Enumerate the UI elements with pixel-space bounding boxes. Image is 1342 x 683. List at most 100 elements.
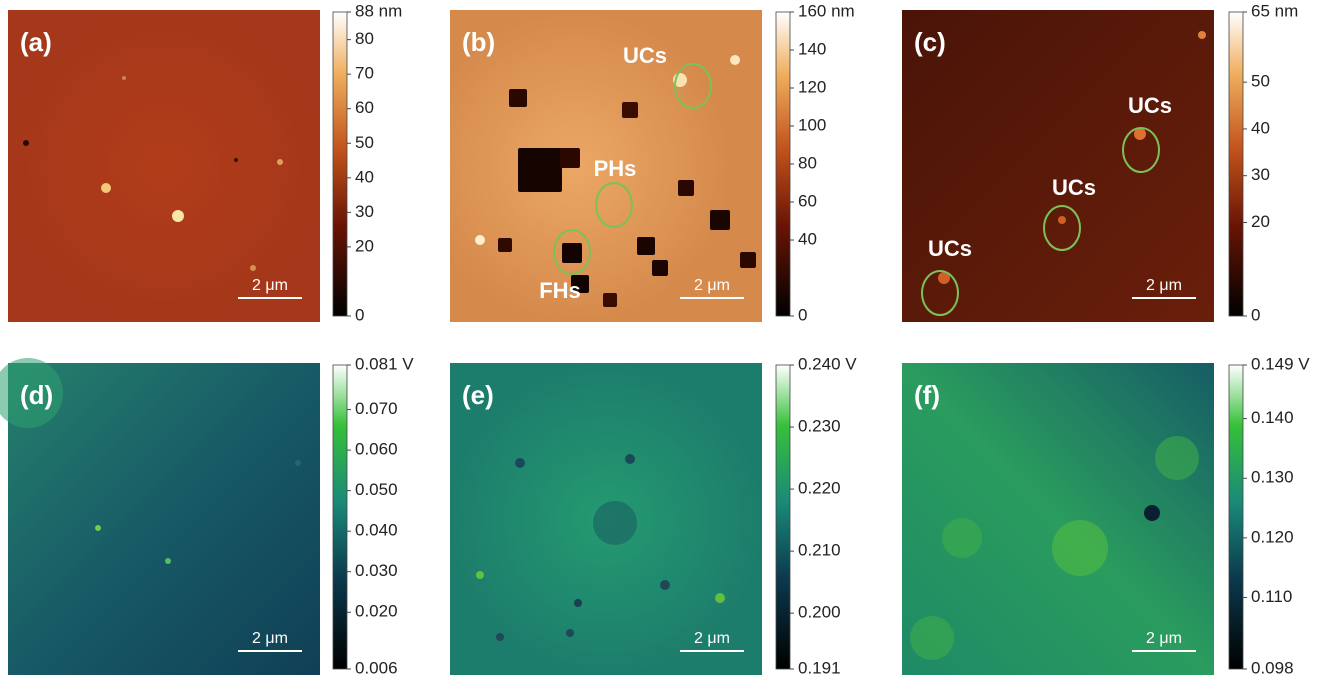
scale-bar-label: 2 μm xyxy=(694,277,730,294)
image-feature xyxy=(0,358,63,428)
image-feature xyxy=(476,571,484,579)
panel-label: (b) xyxy=(462,27,495,57)
colorbar-tick-label: 65 nm xyxy=(1251,1,1298,20)
image-feature xyxy=(509,89,527,107)
image-feature xyxy=(740,252,756,268)
image-feature xyxy=(571,275,589,293)
colorbar-tick-label: 0.110 xyxy=(1251,587,1292,606)
image-feature xyxy=(574,599,582,607)
image-feature xyxy=(515,458,525,468)
image-feature xyxy=(122,76,126,80)
image-feature xyxy=(518,148,562,192)
annotation-circle xyxy=(1122,127,1160,173)
colorbar-tick-label: 70 xyxy=(355,64,374,83)
scale-bar-label: 2 μm xyxy=(694,630,730,647)
colorbar-tick-label: 0.220 xyxy=(798,479,841,498)
image xyxy=(450,10,762,322)
image-feature xyxy=(295,460,301,466)
colorbar-tick-label: 50 xyxy=(1251,72,1270,91)
image-feature xyxy=(1198,31,1206,39)
colorbar xyxy=(332,11,348,317)
annotation-label: PHs xyxy=(594,156,637,181)
image-feature xyxy=(23,140,29,146)
image-feature xyxy=(652,260,668,276)
colorbar-tick-label: 0.210 xyxy=(798,541,841,560)
colorbar-tick-label: 0.200 xyxy=(798,603,841,622)
image-feature xyxy=(475,235,485,245)
image-feature xyxy=(1155,436,1199,480)
image-feature xyxy=(1144,505,1160,521)
colorbar-tick-label: 0 xyxy=(798,305,807,324)
scale-bar-label: 2 μm xyxy=(1146,277,1182,294)
colorbar-tick-label: 20 xyxy=(355,236,374,255)
image-feature xyxy=(710,210,730,230)
panel: (c) 2 μm UCs UCs UCs 65 nm 50 40 30 20 0 xyxy=(902,1,1298,324)
image-feature xyxy=(593,501,637,545)
colorbar xyxy=(332,364,348,670)
image-feature xyxy=(498,238,512,252)
image-feature xyxy=(496,633,504,641)
image-feature xyxy=(715,593,725,603)
colorbar-tick-label: 0.230 xyxy=(798,417,841,436)
colorbar-tick-label: 0.240 V xyxy=(798,354,857,373)
colorbar xyxy=(1228,364,1244,670)
colorbar-tick-label: 0.070 xyxy=(355,399,398,418)
panel-label: (f) xyxy=(914,380,940,410)
colorbar-tick-label: 0.081 V xyxy=(355,354,414,373)
colorbar-tick-label: 160 nm xyxy=(798,1,855,20)
image-feature xyxy=(622,102,638,118)
panel-label: (a) xyxy=(20,27,52,57)
panel-label: (d) xyxy=(20,380,53,410)
colorbar-tick-label: 30 xyxy=(1251,165,1270,184)
image xyxy=(8,10,320,322)
colorbar xyxy=(775,364,791,670)
image-feature xyxy=(277,159,283,165)
panel: (e) 2 μm 0.240 V 0.230 0.220 0.210 0.200 0.191 xyxy=(450,354,857,677)
panel: (b) 2 μm UCs PHs FHs 160 nm 140 120 100 80 60 40 0 xyxy=(450,1,855,324)
colorbar-tick-label: 40 xyxy=(1251,118,1270,137)
colorbar xyxy=(1228,11,1244,317)
image-feature xyxy=(101,183,111,193)
colorbar-tick-label: 50 xyxy=(355,133,374,152)
image-feature xyxy=(938,272,950,284)
image-feature xyxy=(560,148,580,168)
annotation-label: UCs xyxy=(928,236,972,261)
colorbar-tick-label: 100 xyxy=(798,115,826,134)
scale-bar-label: 2 μm xyxy=(252,630,288,647)
colorbar-tick-label: 88 nm xyxy=(355,1,402,20)
colorbar-tick-label: 30 xyxy=(355,202,374,221)
image-feature xyxy=(1052,520,1108,576)
scale-bar-label: 2 μm xyxy=(1146,630,1182,647)
scale-bar-label: 2 μm xyxy=(252,277,288,294)
colorbar-tick-label: 60 xyxy=(798,191,817,210)
image-feature xyxy=(730,55,740,65)
colorbar xyxy=(775,11,791,317)
image xyxy=(902,363,1214,675)
colorbar-tick-label: 0.140 xyxy=(1251,408,1294,427)
annotation-circle xyxy=(595,182,633,228)
colorbar-tick-label: 80 xyxy=(355,29,374,48)
colorbar-tick-label: 80 xyxy=(798,153,817,172)
colorbar-tick-label: 0.040 xyxy=(355,521,398,540)
colorbar-tick-label: 0.191 xyxy=(798,658,841,677)
colorbar-tick-label: 0.006 xyxy=(355,658,398,677)
colorbar-tick-label: 120 xyxy=(798,77,826,96)
colorbar-tick-label: 60 xyxy=(355,98,374,117)
colorbar-tick-label: 0.050 xyxy=(355,480,398,499)
image-feature xyxy=(562,243,582,263)
colorbar-tick-label: 140 xyxy=(798,39,826,58)
panel-label: (c) xyxy=(914,27,946,57)
colorbar-tick-label: 40 xyxy=(355,167,374,186)
colorbar-tick-label: 0.149 V xyxy=(1251,354,1310,373)
image-feature xyxy=(660,580,670,590)
colorbar-tick-label: 20 xyxy=(1251,212,1270,231)
panel: (a) 2 μm 88 nm 80 70 60 50 40 30 20 0 xyxy=(8,1,402,324)
colorbar-tick-label: 0 xyxy=(355,305,364,324)
annotation-label: UCs xyxy=(1128,93,1172,118)
image-feature xyxy=(566,629,574,637)
image xyxy=(902,10,1214,322)
colorbar-tick-label: 0.098 xyxy=(1251,658,1294,677)
colorbar-tick-label: 0.030 xyxy=(355,561,398,580)
annotation-label: UCs xyxy=(623,43,667,68)
panel: (f) 2 μm 0.149 V 0.140 0.130 0.120 0.110 0.098 xyxy=(902,354,1310,677)
